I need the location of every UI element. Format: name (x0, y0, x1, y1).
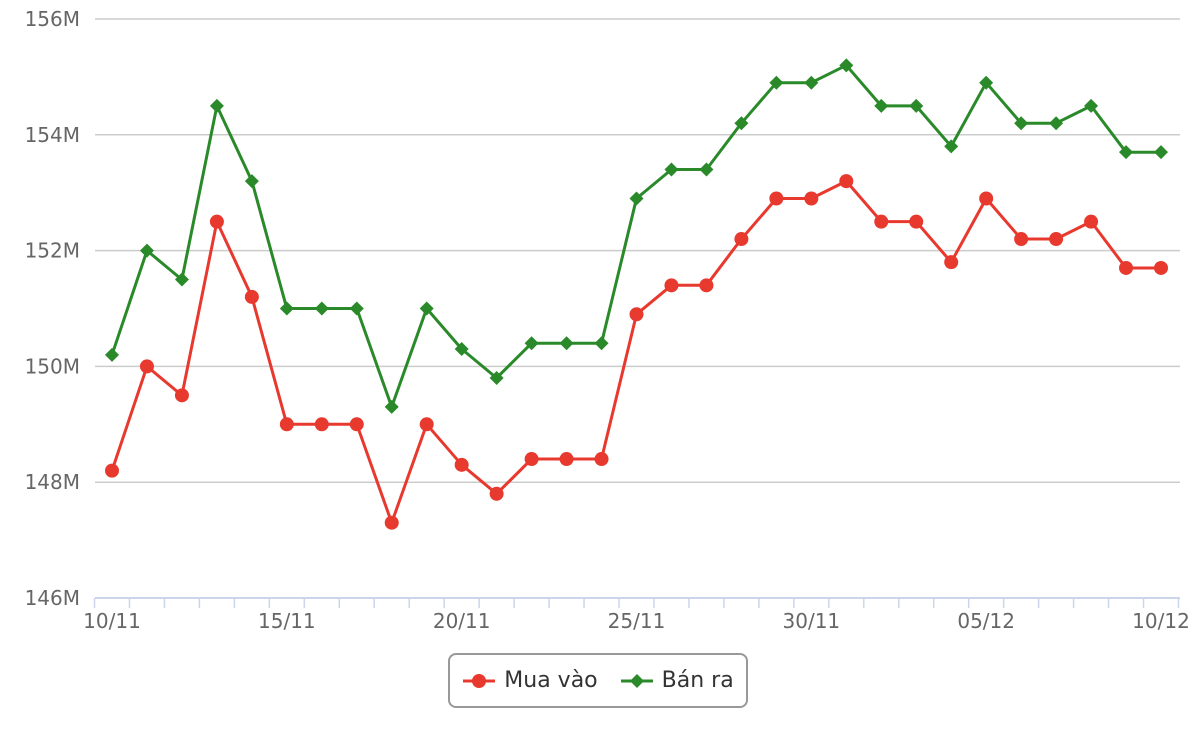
data-point (419, 417, 434, 432)
data-point (384, 399, 399, 414)
data-point (349, 417, 364, 432)
data-point (804, 191, 819, 206)
data-point (944, 139, 959, 154)
data-point (699, 162, 714, 177)
data-point (1014, 232, 1029, 247)
y-axis-ticks: 146M 148M 150M 152M 154M 156M (25, 7, 80, 610)
y-tick-label: 146M (25, 586, 80, 610)
data-point (279, 301, 294, 316)
legend-diamond-marker-icon (620, 673, 653, 688)
data-point (209, 98, 224, 113)
series-0 (105, 174, 1168, 530)
data-point (874, 98, 889, 113)
x-axis: 10/11 15/11 20/11 25/11 30/11 05/12 10/12 (83, 597, 1190, 633)
data-point (664, 278, 679, 293)
data-point (524, 452, 539, 467)
data-point (384, 515, 399, 530)
data-point (314, 301, 329, 316)
data-point (105, 347, 119, 362)
data-point (734, 232, 749, 247)
legend-label-ban-ra: Bán ra (661, 668, 734, 693)
data-point (1119, 145, 1134, 160)
legend-item-mua-vao[interactable]: Mua vào (462, 668, 598, 693)
series-line (110, 179, 1161, 525)
data-point (944, 255, 959, 270)
legend-label-mua-vao: Mua vào (504, 668, 598, 693)
data-point (594, 336, 609, 351)
data-point (209, 214, 224, 229)
x-tick-label: 15/11 (258, 609, 316, 633)
data-point (489, 486, 504, 501)
legend-circle-marker-icon (463, 673, 496, 688)
data-point (909, 214, 924, 229)
data-point (1049, 232, 1064, 247)
data-point (594, 452, 609, 467)
data-point (489, 370, 504, 385)
x-tick-label: 25/11 (608, 609, 666, 633)
x-tick-label: 30/11 (783, 609, 841, 633)
data-point (524, 336, 539, 351)
y-tick-label: 148M (25, 470, 80, 494)
data-point (139, 359, 154, 374)
data-point (1049, 116, 1064, 131)
data-point (244, 289, 259, 304)
data-point (839, 58, 854, 73)
line-chart: 146M 148M 150M 152M 154M 156M 10/11 15/11 20/11… (25, 7, 1190, 633)
data-point (419, 301, 434, 316)
data-point (874, 214, 889, 229)
data-point (629, 191, 644, 206)
legend-item-ban-ra[interactable]: Bán ra (620, 668, 734, 693)
legend: Mua vào Bán ra (448, 653, 748, 708)
x-tick-label: 10/11 (83, 609, 141, 633)
data-point (1154, 145, 1168, 160)
data-point (769, 75, 784, 90)
data-point (174, 388, 189, 403)
data-point (454, 457, 469, 472)
y-tick-label: 156M (25, 7, 80, 31)
data-point (769, 191, 784, 206)
series-1 (105, 58, 1168, 414)
y-tick-label: 150M (25, 354, 80, 378)
data-point (1014, 116, 1029, 131)
x-tick-label: 10/12 (1132, 609, 1190, 633)
data-point (734, 116, 749, 131)
data-point (279, 417, 294, 432)
data-point (629, 307, 644, 322)
data-point (105, 463, 119, 478)
data-point (979, 75, 994, 90)
data-point (139, 243, 154, 258)
data-point (909, 98, 924, 113)
data-point (244, 174, 259, 189)
data-point (1154, 260, 1168, 275)
data-point (979, 191, 994, 206)
data-point (664, 162, 679, 177)
data-point (699, 278, 714, 293)
y-tick-label: 152M (25, 239, 80, 263)
data-point (1119, 260, 1134, 275)
data-point (174, 272, 189, 287)
data-point (804, 75, 819, 90)
data-point (559, 336, 574, 351)
y-tick-label: 154M (25, 123, 80, 147)
data-point (314, 417, 329, 432)
series-layer (105, 58, 1168, 530)
data-point (349, 301, 364, 316)
gridlines (95, 18, 1180, 483)
data-point (1084, 98, 1099, 113)
data-point (1084, 214, 1099, 229)
data-point (559, 452, 574, 467)
data-point (839, 174, 854, 189)
x-tick-label: 20/11 (433, 609, 491, 633)
data-point (454, 342, 469, 357)
x-tick-label: 05/12 (957, 609, 1015, 633)
